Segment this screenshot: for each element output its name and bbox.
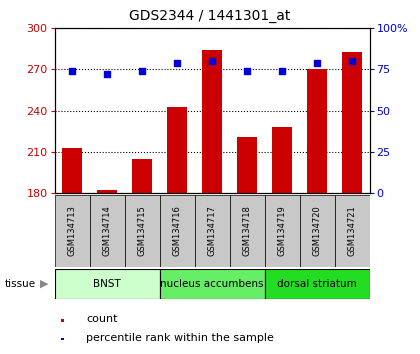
Text: GDS2344 / 1441301_at: GDS2344 / 1441301_at (129, 9, 291, 23)
Bar (89, 195, 125, 267)
Text: nucleus accumbens: nucleus accumbens (160, 279, 264, 289)
Text: GSM134718: GSM134718 (243, 206, 252, 256)
Bar (202, 50, 222, 193)
Bar (55, 195, 89, 267)
Bar (265, 195, 299, 267)
Bar (230, 195, 265, 267)
Bar (61, 319, 64, 322)
Point (279, 68, 286, 74)
Bar (265, 269, 370, 299)
Point (349, 58, 355, 64)
Text: GSM134713: GSM134713 (68, 206, 76, 256)
Text: count: count (86, 314, 118, 324)
Bar (194, 195, 230, 267)
Bar (273, 127, 292, 193)
Text: GSM134721: GSM134721 (348, 206, 357, 256)
Bar (97, 190, 117, 193)
Bar (168, 107, 187, 193)
Text: GSM134716: GSM134716 (173, 206, 181, 256)
Text: GSM134717: GSM134717 (207, 206, 217, 256)
Point (244, 68, 250, 74)
Bar (125, 195, 160, 267)
Bar (63, 148, 82, 193)
Point (139, 68, 145, 74)
Text: GSM134715: GSM134715 (138, 206, 147, 256)
Bar (307, 69, 327, 193)
Bar (55, 269, 160, 299)
Text: ▶: ▶ (40, 279, 48, 289)
Text: tissue: tissue (4, 279, 35, 289)
Bar (132, 159, 152, 193)
Point (69, 68, 76, 74)
Text: dorsal striatum: dorsal striatum (277, 279, 357, 289)
Bar (299, 195, 335, 267)
Text: BNST: BNST (93, 279, 121, 289)
Point (104, 72, 110, 77)
Bar (160, 269, 265, 299)
Text: GSM134714: GSM134714 (102, 206, 112, 256)
Text: GSM134720: GSM134720 (312, 206, 322, 256)
Point (314, 60, 320, 66)
Bar (61, 338, 64, 340)
Text: GSM134719: GSM134719 (278, 206, 286, 256)
Text: percentile rank within the sample: percentile rank within the sample (86, 332, 274, 343)
Bar (237, 137, 257, 193)
Bar (160, 195, 194, 267)
Bar (335, 195, 370, 267)
Point (174, 60, 181, 66)
Bar (342, 52, 362, 193)
Point (209, 58, 215, 64)
